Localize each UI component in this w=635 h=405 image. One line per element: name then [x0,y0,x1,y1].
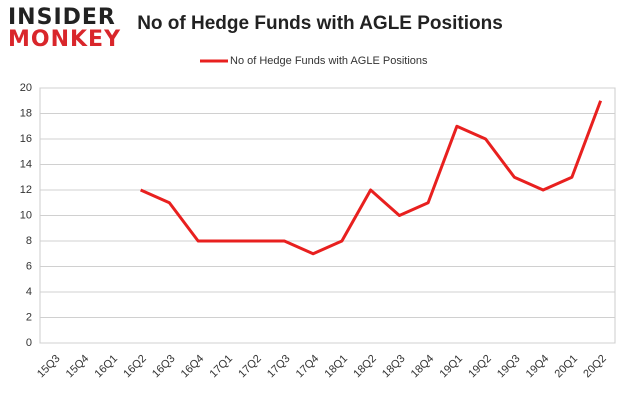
x-tick-label: 18Q1 [323,353,351,381]
y-tick-label: 8 [26,235,32,247]
x-tick-label: 20Q1 [553,353,581,381]
x-tick-label: 17Q2 [236,353,264,381]
x-tick-label: 16Q2 [121,353,149,381]
x-tick-label: 18Q2 [351,353,379,381]
y-tick-label: 16 [20,133,32,145]
chart-title: No of Hedge Funds with AGLE Positions [137,13,503,34]
x-tick-label: 19Q2 [466,353,494,381]
y-tick-label: 10 [20,209,32,221]
x-tick-label: 20Q2 [581,353,609,381]
x-tick-label: 19Q3 [495,353,523,381]
legend-label: No of Hedge Funds with AGLE Positions [230,55,428,67]
series-line [140,100,603,256]
x-tick-label: 19Q4 [524,353,552,381]
y-tick-label: 4 [26,286,32,298]
x-tick-label: 16Q4 [179,353,207,381]
y-tick-label: 0 [26,337,32,349]
x-tick-label: 15Q4 [64,353,92,381]
logo-bottom: MONKEY [8,27,121,52]
y-tick-label: 20 [20,82,32,94]
y-tick-label: 14 [20,158,32,170]
x-tick-label: 17Q1 [208,353,236,381]
x-tick-label: 17Q4 [294,353,322,381]
y-tick-label: 12 [20,184,32,196]
x-tick-label: 15Q3 [35,353,63,381]
x-tick-label: 18Q4 [409,353,437,381]
x-tick-label: 19Q1 [438,353,466,381]
x-tick-label: 17Q3 [265,353,293,381]
y-tick-label: 18 [20,107,32,119]
x-tick-label: 16Q1 [93,353,121,381]
logo-top: INSIDER [8,5,116,30]
y-tick-label: 6 [26,260,32,272]
y-tick-label: 2 [26,311,32,323]
x-tick-label: 16Q3 [150,353,178,381]
x-tick-label: 18Q3 [380,353,408,381]
